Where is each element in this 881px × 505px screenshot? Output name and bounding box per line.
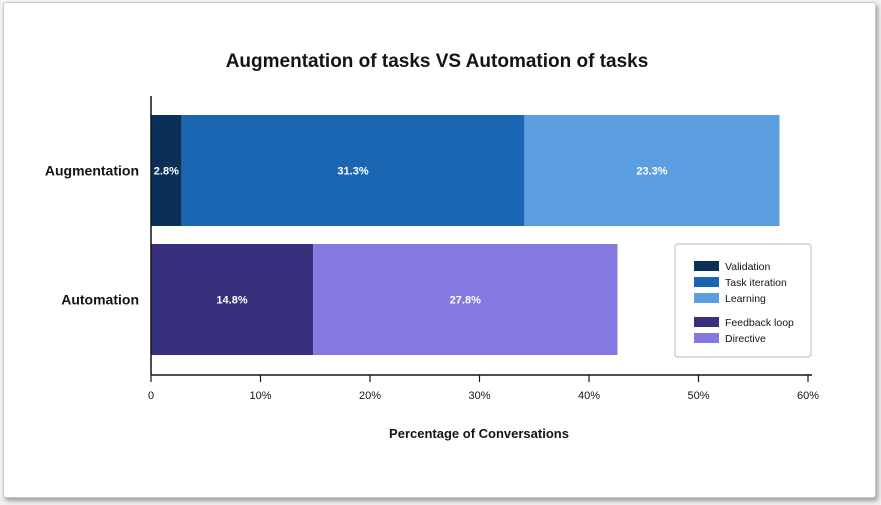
- stacked-bar-chart: Augmentation of tasks VS Automation of t…: [45, 51, 819, 441]
- legend-swatch-directive: [694, 333, 719, 343]
- x-tick-label: 0: [148, 390, 154, 402]
- bar-segment-feedback-loop: [151, 244, 314, 355]
- bar-segment-learning: [524, 115, 780, 226]
- data-label-learning: 23.3%: [636, 166, 667, 178]
- bar-segment-validation: [151, 115, 182, 226]
- data-label-directive: 27.8%: [450, 295, 481, 307]
- legend-label-validation: Validation: [725, 261, 770, 273]
- category-label-automation: Automation: [61, 292, 139, 308]
- x-tick-label: 60%: [797, 390, 819, 402]
- data-label-validation: 2.8%: [154, 166, 179, 178]
- legend-swatch-validation: [694, 261, 719, 271]
- legend-label-feedback-loop: Feedback loop: [725, 317, 794, 329]
- x-tick-label: 40%: [578, 390, 600, 402]
- bar-segment-directive: [313, 244, 618, 355]
- legend-swatch-task-iteration: [694, 277, 719, 287]
- data-label-task-iteration: 31.3%: [337, 166, 368, 178]
- chart-card: Augmentation of tasks VS Automation of t…: [3, 2, 876, 498]
- legend-box: [674, 243, 812, 358]
- x-tick-label: 20%: [359, 390, 381, 402]
- x-tick-label: 30%: [468, 390, 490, 402]
- legend-label-learning: Learning: [725, 293, 766, 305]
- data-label-feedback-loop: 14.8%: [216, 295, 247, 307]
- x-axis-title: Percentage of Conversations: [389, 426, 569, 441]
- x-tick-label: 50%: [687, 390, 709, 402]
- legend-label-task-iteration: Task iteration: [725, 277, 787, 289]
- legend-label-directive: Directive: [725, 333, 766, 345]
- chart-title: Augmentation of tasks VS Automation of t…: [226, 51, 649, 72]
- x-tick-label: 10%: [249, 390, 271, 402]
- category-label-augmentation: Augmentation: [45, 163, 139, 179]
- bar-segment-task-iteration: [181, 115, 525, 226]
- legend-swatch-learning: [694, 293, 719, 303]
- legend-swatch-feedback-loop: [694, 317, 719, 327]
